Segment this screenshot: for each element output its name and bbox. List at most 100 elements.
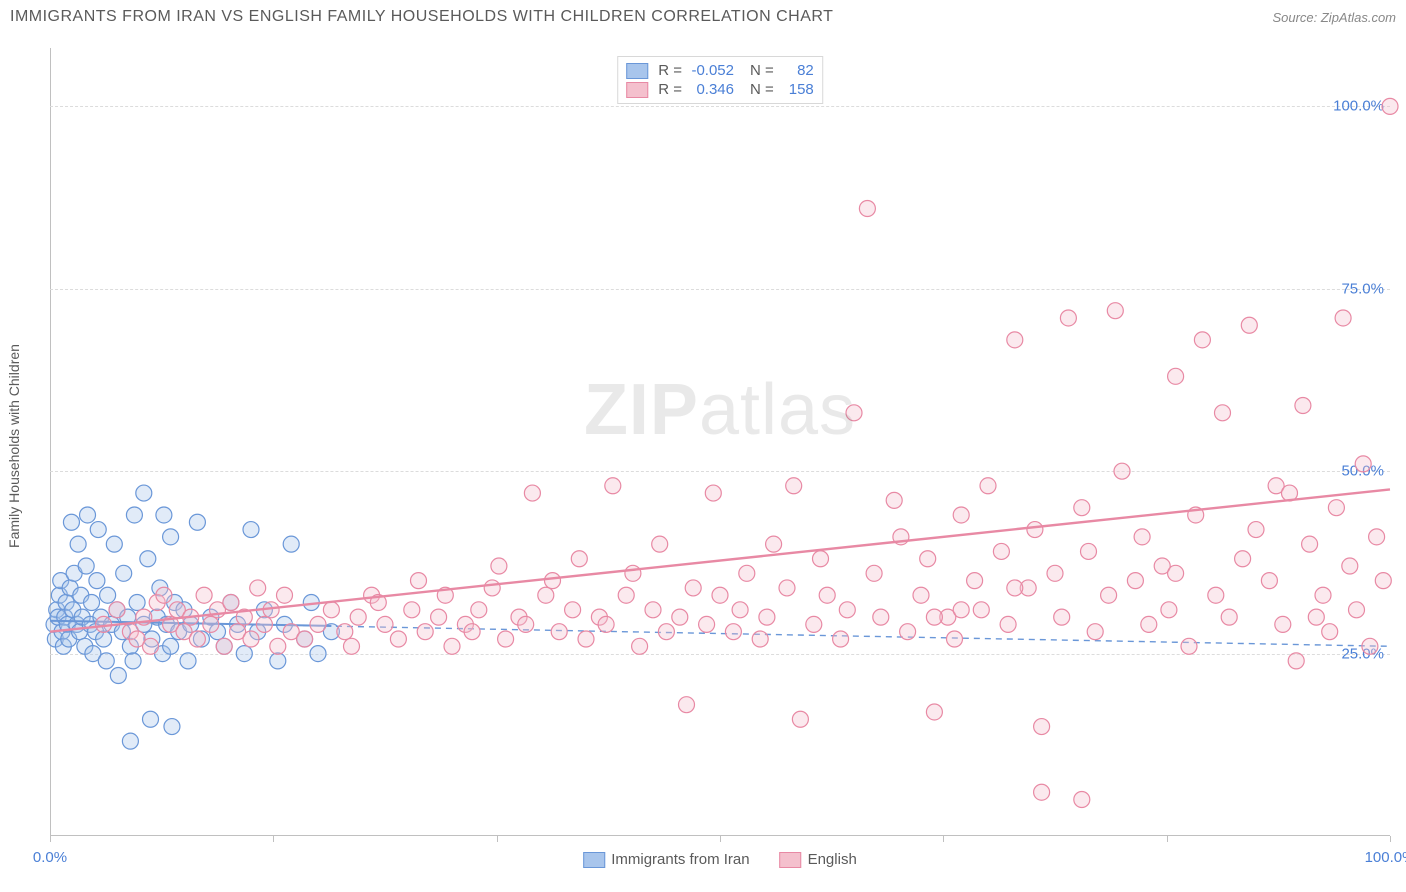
scatter-point bbox=[390, 631, 406, 647]
scatter-point bbox=[1007, 332, 1023, 348]
scatter-point bbox=[873, 609, 889, 625]
scatter-point bbox=[404, 602, 420, 618]
chart-source: Source: ZipAtlas.com bbox=[1272, 10, 1396, 25]
scatter-point bbox=[98, 653, 114, 669]
scatter-point bbox=[310, 616, 326, 632]
scatter-point bbox=[109, 602, 125, 618]
scatter-point bbox=[164, 719, 180, 735]
scatter-point bbox=[1161, 602, 1177, 618]
scatter-point bbox=[283, 536, 299, 552]
x-tick bbox=[1167, 836, 1168, 842]
legend-r-value-2: 0.346 bbox=[688, 81, 734, 98]
scatter-point bbox=[180, 653, 196, 669]
scatter-point bbox=[129, 595, 145, 611]
legend-label-1: Immigrants from Iran bbox=[611, 851, 749, 868]
scatter-point bbox=[350, 609, 366, 625]
scatter-point bbox=[1221, 609, 1237, 625]
scatter-point bbox=[598, 616, 614, 632]
scatter-point bbox=[1141, 616, 1157, 632]
scatter-point bbox=[766, 536, 782, 552]
scatter-point bbox=[223, 595, 239, 611]
scatter-point bbox=[156, 507, 172, 523]
scatter-point bbox=[1168, 565, 1184, 581]
scatter-point bbox=[1114, 463, 1130, 479]
scatter-point bbox=[900, 624, 916, 640]
scatter-point bbox=[973, 602, 989, 618]
scatter-point bbox=[705, 485, 721, 501]
scatter-point bbox=[100, 587, 116, 603]
scatter-point bbox=[1034, 719, 1050, 735]
scatter-point bbox=[277, 587, 293, 603]
scatter-point bbox=[189, 631, 205, 647]
scatter-point bbox=[866, 565, 882, 581]
legend-row-series1: R = -0.052 N = 82 bbox=[626, 61, 814, 80]
scatter-point bbox=[524, 485, 540, 501]
x-tick bbox=[50, 836, 51, 842]
legend-series: Immigrants from Iran English bbox=[583, 851, 857, 868]
scatter-point bbox=[125, 653, 141, 669]
scatter-point bbox=[189, 514, 205, 530]
x-tick bbox=[497, 836, 498, 842]
scatter-point bbox=[658, 624, 674, 640]
scatter-point bbox=[1000, 616, 1016, 632]
scatter-point bbox=[344, 638, 360, 654]
scatter-point bbox=[839, 602, 855, 618]
scatter-point bbox=[752, 631, 768, 647]
scatter-point bbox=[143, 711, 159, 727]
scatter-point bbox=[126, 507, 142, 523]
scatter-svg bbox=[50, 48, 1390, 836]
scatter-point bbox=[1074, 500, 1090, 516]
scatter-point bbox=[551, 624, 567, 640]
scatter-point bbox=[70, 536, 86, 552]
scatter-point bbox=[1355, 456, 1371, 472]
scatter-point bbox=[813, 551, 829, 567]
legend-n-value-1: 82 bbox=[780, 62, 814, 79]
scatter-point bbox=[256, 616, 272, 632]
scatter-point bbox=[84, 595, 100, 611]
scatter-point bbox=[106, 536, 122, 552]
legend-r-label: R = bbox=[658, 81, 682, 98]
scatter-point bbox=[250, 580, 266, 596]
scatter-point bbox=[920, 551, 936, 567]
y-axis-label: Family Households with Children bbox=[6, 344, 22, 548]
scatter-point bbox=[859, 201, 875, 217]
scatter-point bbox=[846, 405, 862, 421]
scatter-point bbox=[471, 602, 487, 618]
scatter-point bbox=[337, 624, 353, 640]
scatter-point bbox=[792, 711, 808, 727]
scatter-point bbox=[236, 646, 252, 662]
scatter-point bbox=[571, 551, 587, 567]
scatter-point bbox=[1054, 609, 1070, 625]
legend-n-label: N = bbox=[750, 62, 774, 79]
x-tick bbox=[943, 836, 944, 842]
scatter-point bbox=[699, 616, 715, 632]
scatter-point bbox=[625, 565, 641, 581]
legend-swatch-bottom-2 bbox=[780, 852, 802, 868]
scatter-point bbox=[1074, 792, 1090, 808]
scatter-point bbox=[1208, 587, 1224, 603]
scatter-point bbox=[1349, 602, 1365, 618]
scatter-point bbox=[323, 602, 339, 618]
legend-swatch-series1 bbox=[626, 63, 648, 79]
x-tick bbox=[1390, 836, 1391, 842]
scatter-point bbox=[739, 565, 755, 581]
scatter-point bbox=[913, 587, 929, 603]
scatter-point bbox=[685, 580, 701, 596]
scatter-point bbox=[980, 478, 996, 494]
legend-swatch-series2 bbox=[626, 82, 648, 98]
scatter-point bbox=[732, 602, 748, 618]
scatter-point bbox=[89, 573, 105, 589]
x-tick bbox=[720, 836, 721, 842]
scatter-point bbox=[1362, 638, 1378, 654]
scatter-point bbox=[1288, 653, 1304, 669]
scatter-point bbox=[618, 587, 634, 603]
scatter-point bbox=[1134, 529, 1150, 545]
scatter-point bbox=[90, 522, 106, 538]
legend-label-2: English bbox=[808, 851, 857, 868]
scatter-point bbox=[652, 536, 668, 552]
scatter-point bbox=[926, 704, 942, 720]
scatter-point bbox=[163, 529, 179, 545]
scatter-point bbox=[498, 631, 514, 647]
scatter-point bbox=[725, 624, 741, 640]
scatter-point bbox=[967, 573, 983, 589]
